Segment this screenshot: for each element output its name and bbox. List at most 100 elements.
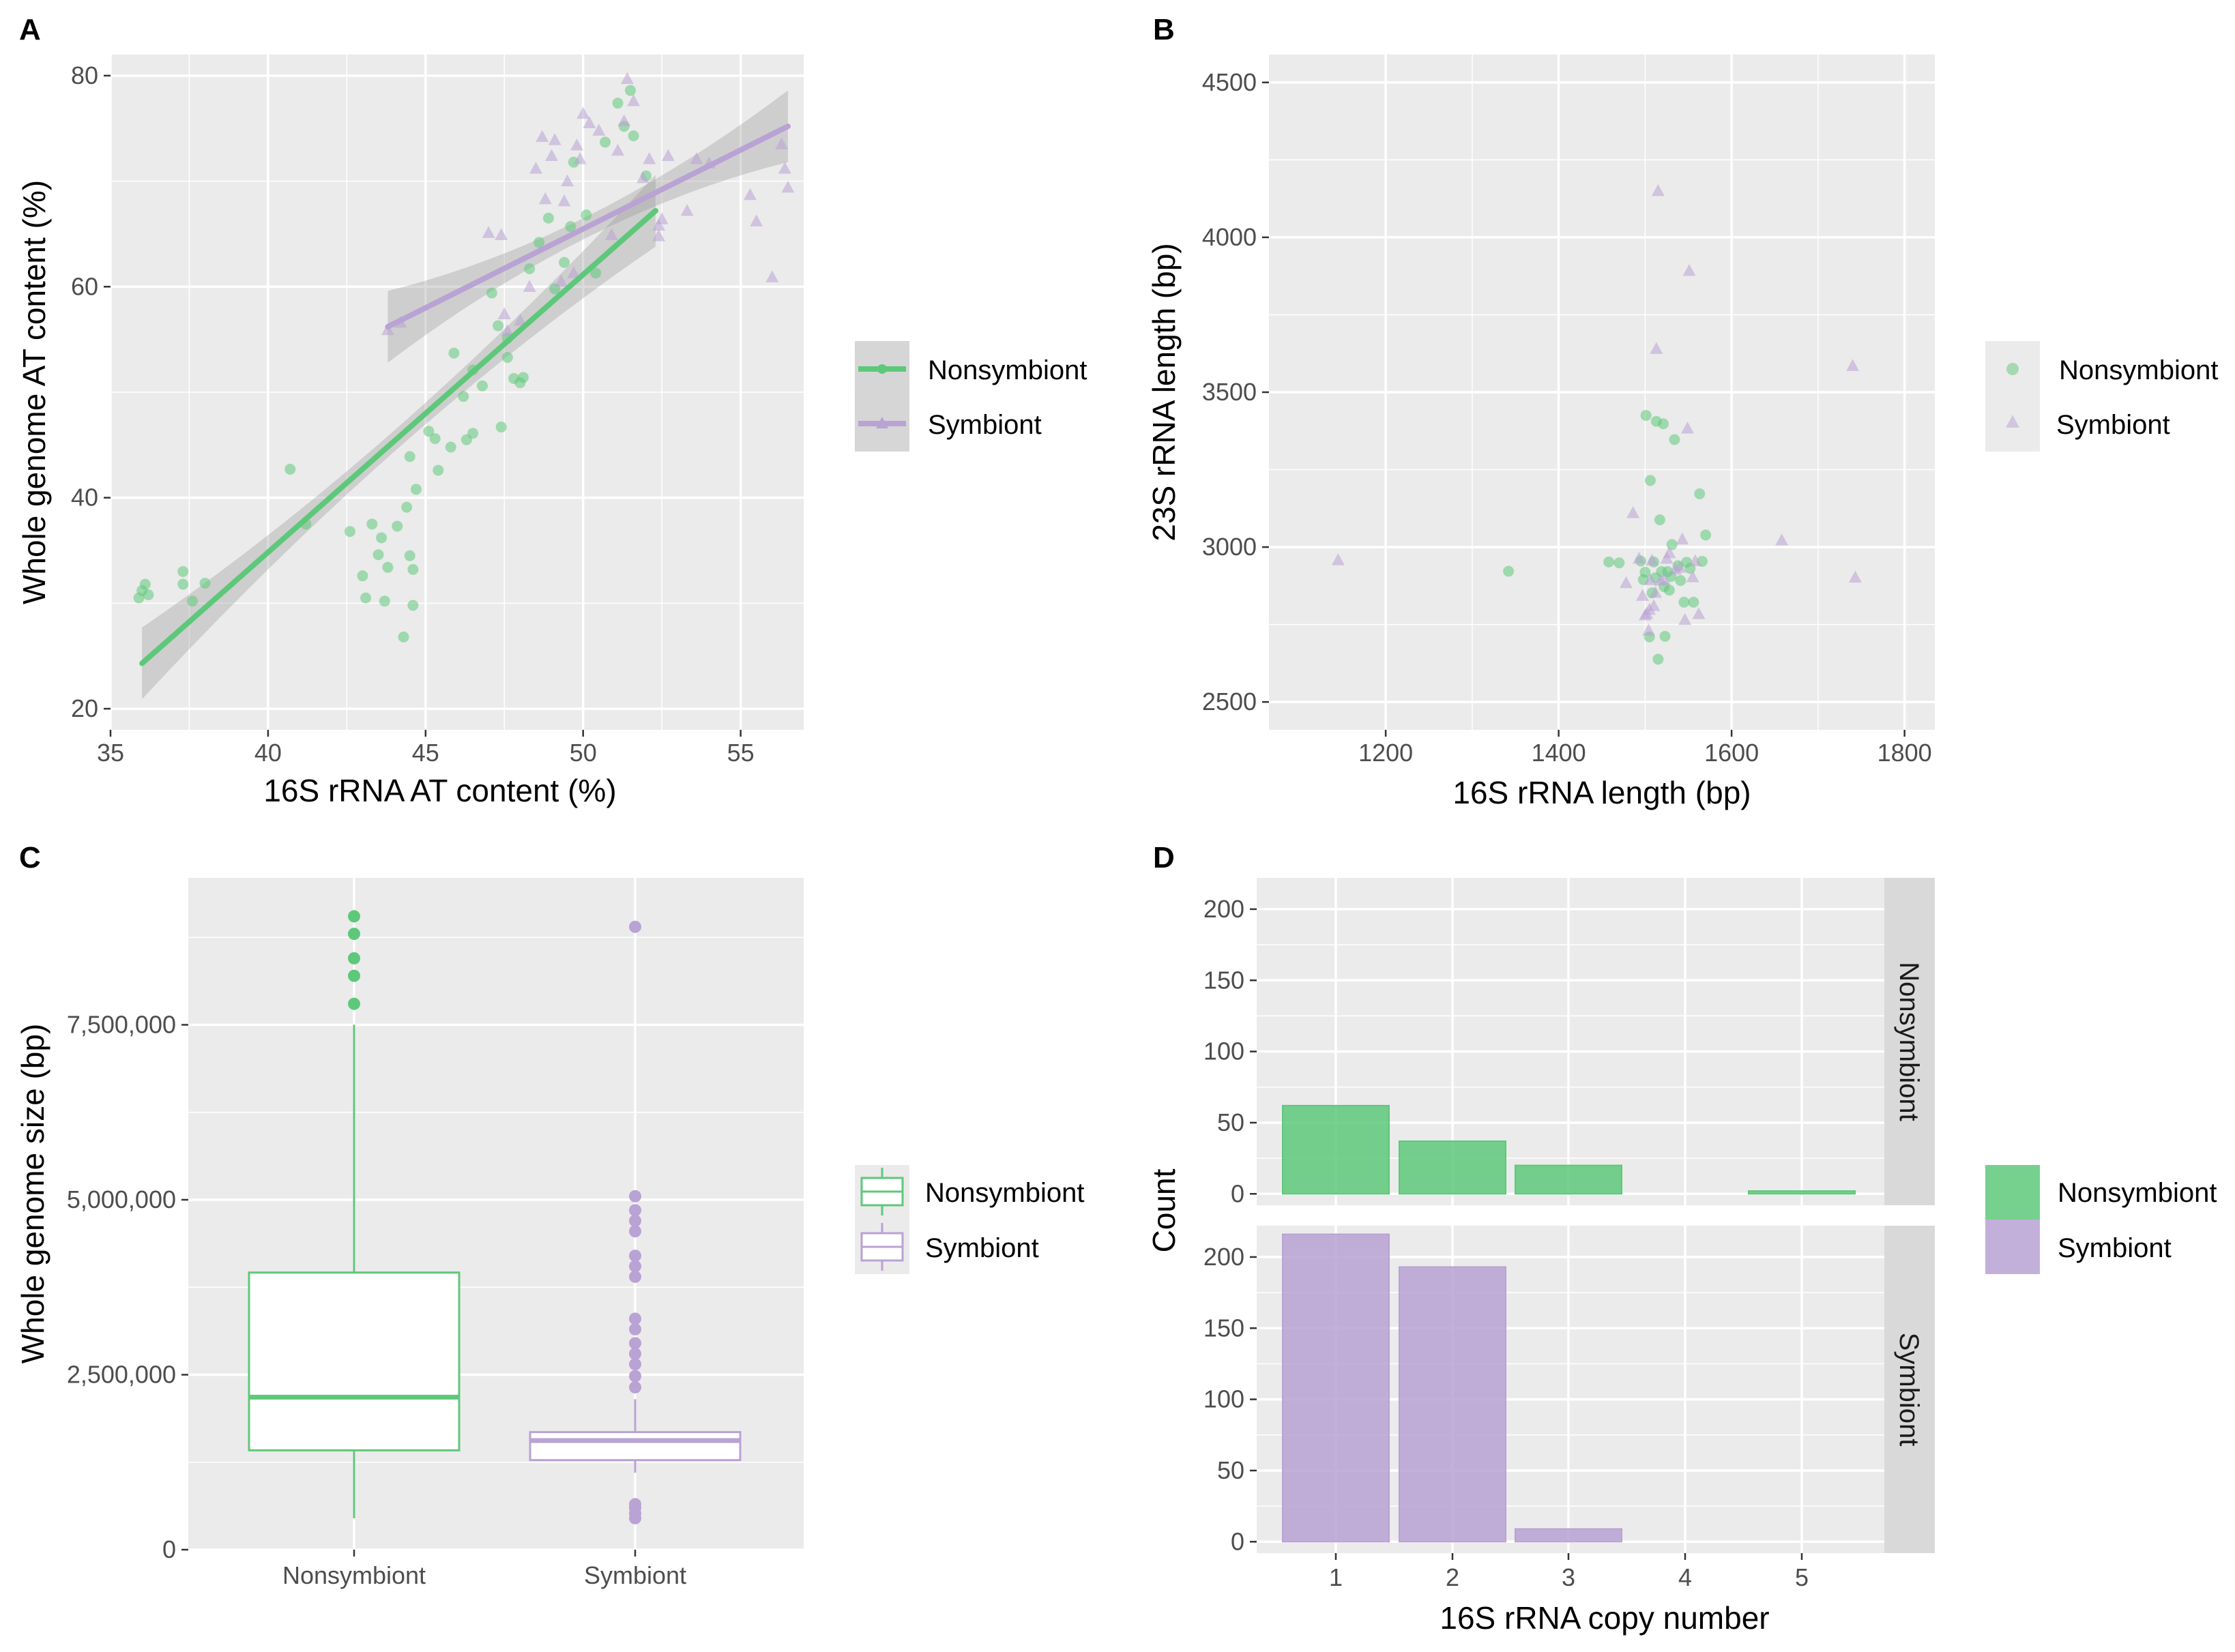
panel-c-ylabel: Whole genome size (bp): [15, 1024, 50, 1364]
point-symbiont: [497, 307, 511, 320]
box-outlier-symbiont: [629, 920, 641, 933]
panel-c-ytick-label: 5,000,000: [67, 1185, 176, 1213]
point-symbiont: [690, 152, 703, 164]
bar-symbiont: [1515, 1528, 1622, 1543]
panel-b-axes: 1200 1400 1600 1800 2500 3000 3500 4000 4500: [1202, 68, 1932, 767]
panel-a-scatter: 35 40 45 50 55 20 40 60 80 16S rRNA AT content (…: [16, 55, 804, 808]
panel-b-ytick-label: 2500: [1202, 688, 1257, 716]
panel-d-ytick-label: 200: [1203, 895, 1244, 923]
bar-nonsymbiont: [1399, 1140, 1506, 1195]
point-nonsymbiont: [1675, 575, 1686, 587]
point-nonsymbiont: [433, 464, 444, 476]
point-nonsymbiont: [177, 565, 189, 577]
panel-b-xlabel: 16S rRNA length (bp): [1452, 775, 1751, 810]
point-symbiont: [1692, 607, 1706, 619]
panel-a-ylabel: Whole genome AT content (%): [16, 180, 52, 604]
box-outlier-symbiont: [629, 1214, 641, 1227]
panel-a-xtick-label: 50: [570, 739, 597, 767]
panel-c-ytick-label: 2,500,000: [67, 1360, 176, 1388]
point-nonsymbiont: [382, 561, 394, 573]
legend-b-label-nonsymbiont: Nonsymbiont: [2059, 355, 2218, 385]
panel-a-ytick-label: 60: [71, 272, 98, 300]
panel-b-xtick-label: 1600: [1704, 739, 1759, 767]
point-symbiont: [604, 228, 618, 241]
point-symbiont: [620, 72, 634, 85]
panel-c-boxes: [248, 910, 742, 1524]
panel-b-ytick-label: 4500: [1202, 68, 1257, 96]
point-symbiont: [1331, 553, 1345, 565]
box-outlier-nonsymbiont: [348, 910, 360, 923]
box-outlier-symbiont: [629, 1498, 641, 1511]
panel-d-ytick-label: 50: [1217, 1456, 1244, 1484]
point-nonsymbiont: [404, 451, 415, 462]
panel-label-a: A: [19, 13, 41, 46]
panel-d-ytick-label: 150: [1203, 966, 1244, 994]
point-symbiont: [548, 133, 561, 145]
panel-b-ylabel: 23S rRNA length (bp): [1146, 243, 1182, 541]
panel-d-ytick-label: 0: [1231, 1179, 1244, 1207]
point-nonsymbiont: [1678, 596, 1690, 608]
point-nonsymbiont: [1694, 488, 1706, 499]
panel-d-ytick-label: 200: [1203, 1243, 1244, 1271]
point-symbiont: [1636, 589, 1650, 601]
point-nonsymbiont: [360, 592, 372, 604]
panel-a-xtick-label: 55: [727, 739, 755, 767]
point-symbiont: [1649, 585, 1663, 598]
point-nonsymbiont: [398, 631, 409, 643]
point-nonsymbiont: [534, 237, 545, 248]
point-symbiont: [1848, 570, 1862, 583]
point-symbiont: [1680, 422, 1694, 434]
panel-d-ytick-label: 150: [1203, 1314, 1244, 1342]
box-outlier-symbiont: [629, 1323, 641, 1336]
point-nonsymbiont: [476, 380, 488, 392]
panel-d-xtick-label: 2: [1446, 1563, 1459, 1591]
point-symbiont: [636, 171, 649, 183]
point-nonsymbiont: [143, 589, 154, 600]
legend-c: Nonsymbiont Symbiont: [855, 1165, 1084, 1274]
point-symbiont: [573, 152, 587, 164]
legend-a-key-bg: [855, 341, 909, 452]
point-symbiont: [661, 149, 675, 161]
legend-d-label-nonsymbiont: Nonsymbiont: [2058, 1178, 2217, 1208]
point-symbiont: [567, 266, 581, 278]
point-nonsymbiont: [559, 256, 570, 268]
point-nonsymbiont: [1663, 585, 1675, 596]
point-nonsymbiont: [1639, 566, 1651, 578]
point-nonsymbiont: [407, 563, 419, 575]
point-symbiont: [1678, 613, 1692, 625]
box-outlier-symbiont: [629, 1190, 641, 1203]
panel-d-xtick-label: 1: [1329, 1563, 1343, 1591]
panel-b-xtick-label: 1200: [1358, 739, 1413, 767]
point-nonsymbiont: [612, 98, 624, 109]
legend-a-label-nonsymbiont: Nonsymbiont: [928, 355, 1087, 385]
box-outlier-nonsymbiont: [348, 997, 360, 1010]
panel-label-d: D: [1153, 841, 1175, 874]
legend-c-label-symbiont: Symbiont: [925, 1233, 1039, 1263]
panel-a-fit-lines: [139, 123, 791, 666]
point-symbiont: [1626, 506, 1640, 518]
point-nonsymbiont: [1503, 565, 1515, 577]
panel-a-ytick-label: 80: [71, 61, 98, 89]
panel-d-strip-label-nonsymbiont: Nonsymbiont: [1894, 962, 1924, 1121]
point-symbiont: [680, 203, 694, 216]
panel-d-bars: [1282, 1104, 1856, 1543]
fit-line-symbiont: [385, 123, 791, 330]
point-symbiont: [652, 218, 666, 231]
point-symbiont: [538, 192, 552, 205]
point-symbiont: [1686, 570, 1699, 582]
point-nonsymbiont: [187, 595, 199, 607]
panel-d-faceted-bar: Nonsymbiont Symbiont 0 50 100 150 200 0 50 100 1…: [1146, 878, 1935, 1636]
panel-b-ytick-label: 4000: [1202, 223, 1257, 251]
point-symbiont: [652, 229, 666, 241]
legend-b-key-bg: [1985, 341, 2040, 452]
point-nonsymbiont: [1669, 434, 1680, 445]
point-symbiont: [627, 94, 641, 106]
point-symbiont: [1650, 342, 1663, 354]
box-outlier-symbiont: [629, 1337, 641, 1350]
legend-d-label-symbiont: Symbiont: [2058, 1233, 2172, 1263]
point-symbiont: [1619, 576, 1633, 589]
point-nonsymbiont: [590, 267, 602, 279]
point-symbiont: [1775, 533, 1789, 546]
legend-a: Nonsymbiont Symbiont: [855, 341, 1087, 452]
point-nonsymbiont: [344, 526, 355, 537]
